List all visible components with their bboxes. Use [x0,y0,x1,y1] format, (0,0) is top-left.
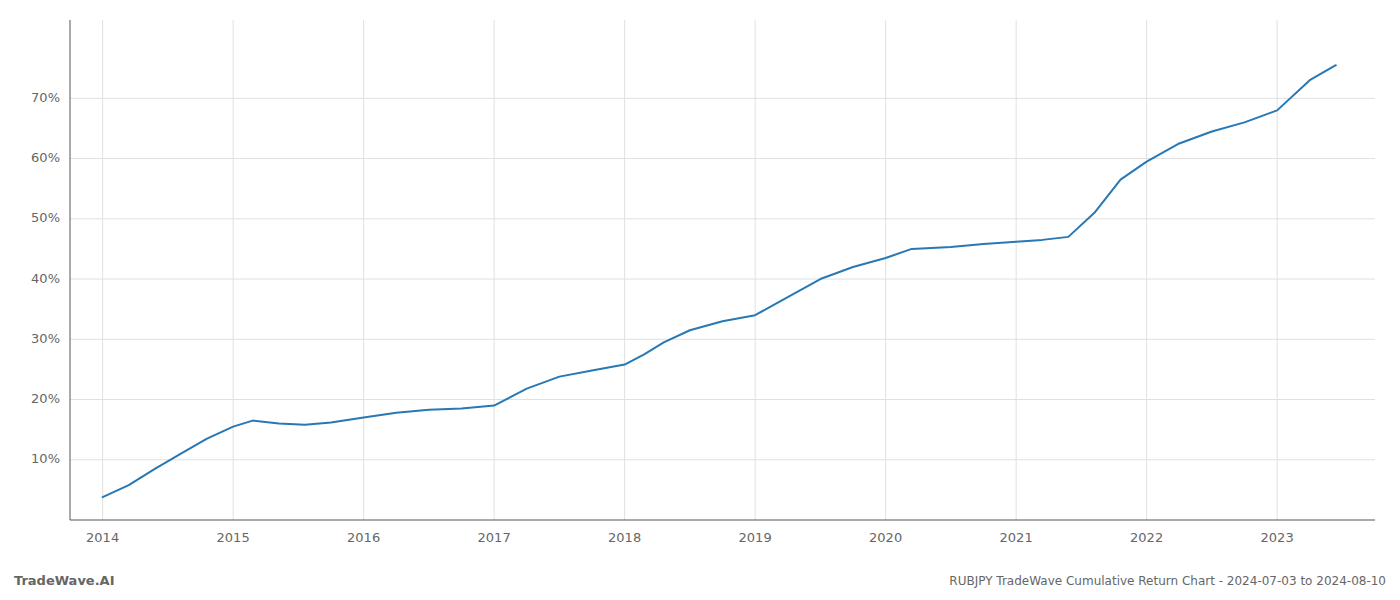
grid-line-x [1016,20,1017,520]
grid-line-x [885,20,886,520]
x-tick-label: 2022 [1130,530,1163,545]
grid-line-x [755,20,756,520]
y-tick-label: 60% [31,150,60,165]
grid-line-y [70,339,1375,340]
y-tick-label: 10% [31,451,60,466]
x-tick-label: 2015 [217,530,250,545]
line [103,65,1336,497]
x-tick-label: 2019 [739,530,772,545]
grid-line-y [70,279,1375,280]
y-tick-label: 30% [31,331,60,346]
x-tick-label: 2020 [869,530,902,545]
grid-line-y [70,98,1375,99]
grid-line-x [363,20,364,520]
x-tick-label: 2023 [1261,530,1294,545]
grid-line-y [70,459,1375,460]
grid-line-x [102,20,103,520]
y-tick-label: 70% [31,90,60,105]
x-tick-label: 2016 [347,530,380,545]
y-tick-label: 40% [31,271,60,286]
grid-line-x [1277,20,1278,520]
grid-line-x [624,20,625,520]
grid-line-y [70,158,1375,159]
grid-line-x [1146,20,1147,520]
grid-line-x [494,20,495,520]
tick-labels: 10% 20% 30% 40% 50% 60% 70% 2014 2015 2016 2017 201… [31,90,1294,545]
title: RUBJPY TradeWave Cumulative Return Chart… [949,574,1386,588]
x-axis [70,520,1375,521]
watermark: TradeWave.AI [14,573,115,588]
plot-area [103,65,1336,497]
chart: 10% 20% 30% 40% 50% 60% 70% 2014 2015 2016 2017 201… [0,0,1400,600]
x-tick-label: 2017 [478,530,511,545]
x-tick-label: 2014 [86,530,119,545]
y-tick-label: 20% [31,391,60,406]
grid-line-y [70,218,1375,219]
grid-line-x [233,20,234,520]
x-tick-label: 2021 [1000,530,1033,545]
y-tick-label: 50% [31,210,60,225]
y-axis [70,20,71,520]
grid [70,20,1375,520]
grid-line-y [70,399,1375,400]
x-tick-label: 2018 [608,530,641,545]
